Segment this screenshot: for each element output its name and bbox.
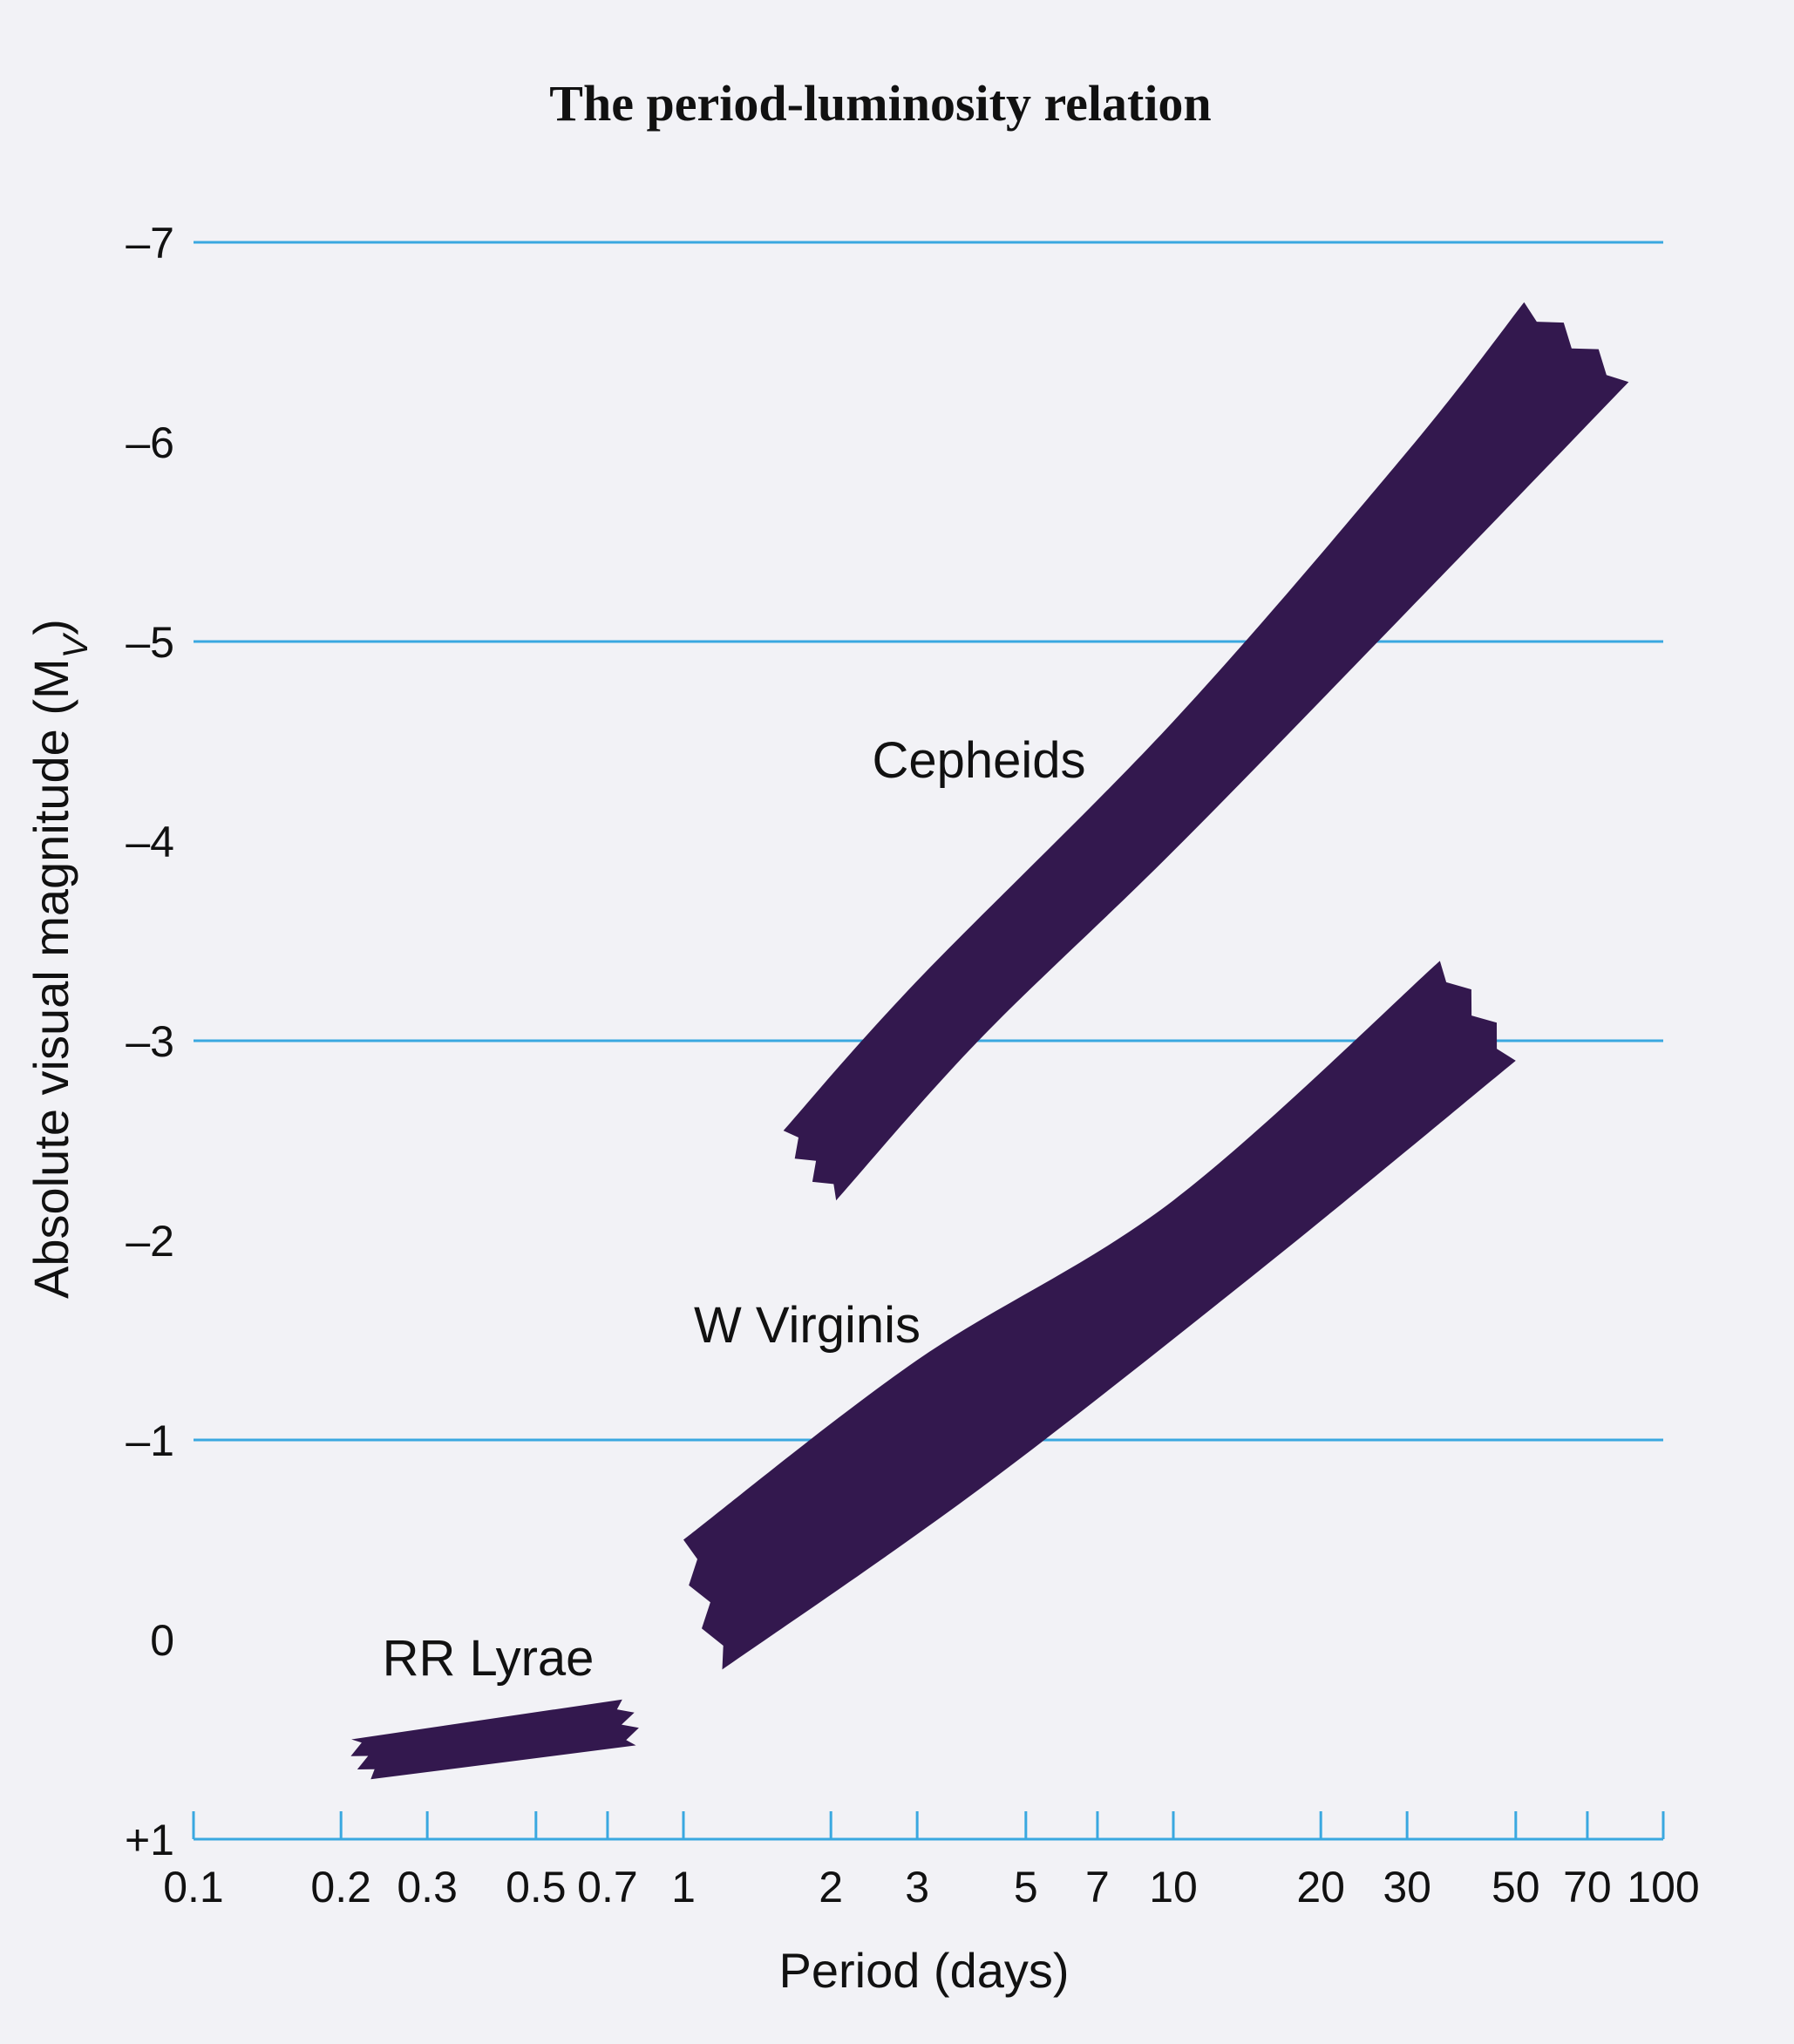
y-tick-label: +1 bbox=[125, 1816, 174, 1864]
x-tick-label: 0.3 bbox=[397, 1863, 458, 1912]
w-virginis-band bbox=[683, 961, 1516, 1670]
x-tick-label: 50 bbox=[1492, 1863, 1540, 1912]
y-axis-title: Absolute visual magnitude (MV) bbox=[24, 619, 95, 1299]
band-labels: Cepheids W Virginis RR Lyrae bbox=[383, 732, 1086, 1687]
x-axis-tick-labels: 0.1 0.2 0.3 0.5 0.7 1 2 3 5 7 10 20 30 50 70 100 bbox=[163, 1863, 1699, 1912]
x-tick-label: 0.7 bbox=[577, 1863, 638, 1912]
y-tick-label: –2 bbox=[126, 1217, 174, 1266]
x-tick-label: 30 bbox=[1383, 1863, 1431, 1912]
cepheids-band bbox=[783, 302, 1629, 1201]
x-tick-label: 0.5 bbox=[506, 1863, 567, 1912]
rr-lyrae-band bbox=[350, 1699, 639, 1780]
x-tick-label: 5 bbox=[1014, 1863, 1038, 1912]
x-tick-label: 2 bbox=[819, 1863, 843, 1912]
y-tick-label: –5 bbox=[126, 618, 174, 667]
cepheids-label: Cepheids bbox=[872, 732, 1085, 789]
y-tick-label: –4 bbox=[126, 818, 174, 866]
chart-title: The period-luminosity relation bbox=[549, 75, 1211, 132]
x-tick-label: 70 bbox=[1563, 1863, 1612, 1912]
x-tick-label: 20 bbox=[1296, 1863, 1345, 1912]
y-tick-label: –7 bbox=[126, 219, 174, 268]
w-virginis-label: W Virginis bbox=[694, 1297, 921, 1354]
rr-lyrae-label: RR Lyrae bbox=[383, 1630, 595, 1687]
x-tick-label: 1 bbox=[671, 1863, 696, 1912]
bands bbox=[350, 302, 1629, 1780]
y-axis-tick-labels: –7 –6 –5 –4 –3 –2 –1 0 +1 bbox=[125, 219, 174, 1864]
x-tick-label: 100 bbox=[1627, 1863, 1699, 1912]
x-tick-label: 0.1 bbox=[163, 1863, 224, 1912]
y-tick-label: –3 bbox=[126, 1017, 174, 1066]
x-tick-label: 0.2 bbox=[310, 1863, 371, 1912]
x-tick-label: 7 bbox=[1085, 1863, 1110, 1912]
x-axis bbox=[192, 1811, 1665, 1841]
x-axis-title: Period (days) bbox=[778, 1943, 1069, 1998]
x-tick-label: 10 bbox=[1149, 1863, 1198, 1912]
y-tick-label: –1 bbox=[126, 1416, 174, 1465]
x-tick-label: 3 bbox=[905, 1863, 929, 1912]
y-tick-label: 0 bbox=[150, 1616, 174, 1665]
y-tick-label: –6 bbox=[126, 418, 174, 467]
